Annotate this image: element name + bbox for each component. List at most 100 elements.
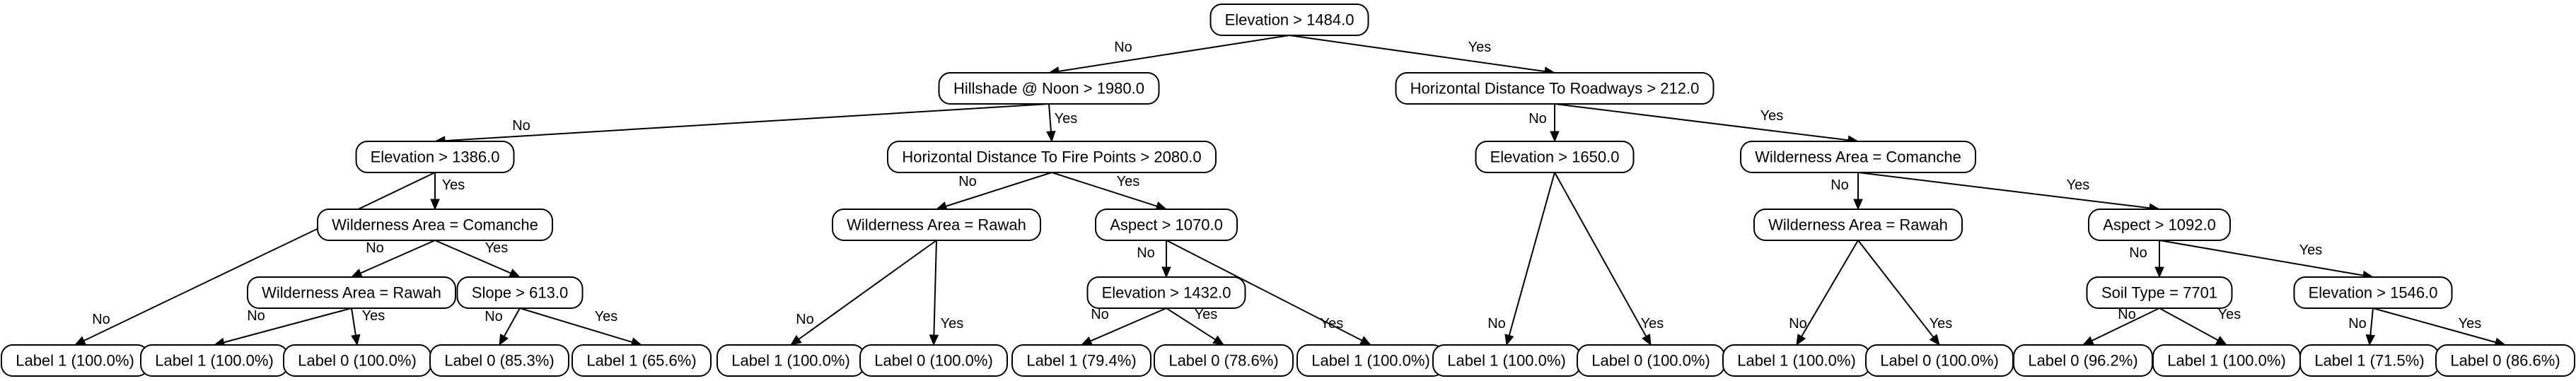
node-label: Elevation > 1432.0 (1102, 284, 1231, 302)
edge-yes: Yes (1554, 172, 1664, 346)
node-label: Label 0 (100.0%) (1880, 352, 1999, 370)
decision-node: Elevation > 1432.0 (1086, 276, 1246, 309)
leaf-node: Label 1 (79.4%) (1011, 344, 1151, 377)
edge-label: Yes (1117, 174, 1140, 189)
edge-label: Yes (1760, 108, 1784, 124)
edge-label: No (958, 174, 977, 189)
arrowhead (430, 199, 440, 211)
node-label: Label 1 (100.0%) (2167, 352, 2286, 370)
edge-label: Yes (485, 240, 509, 256)
decision-node: Wilderness Area = Comanche (317, 209, 553, 241)
node-box (938, 72, 1160, 105)
node-box (572, 344, 712, 377)
decision-node: Elevation > 1484.0 (1209, 4, 1369, 36)
arrowhead (1853, 199, 1863, 211)
node-label: Wilderness Area = Rawah (1768, 216, 1948, 234)
edge-yes: Yes (1857, 240, 1953, 346)
edge-label: No (1789, 316, 1807, 332)
edge-yes: Yes (1166, 307, 1225, 346)
edge-line (2372, 307, 2496, 344)
node-box (1086, 276, 1246, 309)
node-box (1753, 209, 1963, 241)
node-label: Label 1 (100.0%) (1737, 352, 1856, 370)
edge-line (946, 172, 1052, 207)
node-box (317, 209, 553, 241)
arrowhead (351, 334, 361, 346)
edge-line (1289, 35, 1545, 73)
arrowhead (2215, 336, 2228, 346)
decision-node: Hillshade @ Noon > 1980.0 (938, 72, 1160, 105)
edge-yes: Yes (1857, 172, 2161, 213)
edge-label: Yes (1930, 316, 1953, 332)
leaf-node: Label 1 (100.0%) (2152, 344, 2301, 377)
edge-line (1554, 172, 1647, 337)
arrowhead (1212, 335, 1225, 346)
arrowhead (1504, 334, 1514, 346)
edge-line (519, 307, 632, 343)
edge-line (351, 307, 356, 336)
node-label: Label 0 (78.6%) (1168, 352, 1278, 370)
edge-label: Yes (595, 309, 618, 324)
node-box (1154, 344, 1294, 377)
node-box (355, 141, 515, 173)
leaf-node: Label 1 (100.0%) (140, 344, 289, 377)
edge-label: No (1091, 307, 1109, 322)
edge-line (2159, 240, 2364, 276)
decision-node: Wilderness Area = Rawah (1753, 209, 1963, 241)
edge-no: No (1487, 172, 1555, 346)
edge-label: Yes (362, 308, 385, 324)
node-box (2293, 276, 2453, 309)
decision-node: Aspect > 1092.0 (2088, 209, 2231, 241)
edge-line (1048, 103, 1052, 132)
arrowhead (509, 269, 521, 278)
leaf-node: Label 0 (96.2%) (2013, 344, 2153, 377)
edge-label: No (1137, 245, 1155, 261)
edge-label: Yes (1321, 316, 1344, 332)
edge-line (2159, 307, 2219, 341)
edge-no: No (1080, 307, 1167, 346)
node-label: Hillshade @ Noon > 1980.0 (953, 80, 1144, 98)
edge-yes: Yes (2159, 307, 2241, 346)
node-label: Label 0 (96.2%) (2028, 352, 2137, 370)
arrowhead (2082, 336, 2094, 346)
edge-yes: Yes (1051, 172, 1168, 211)
edge-line (2091, 307, 2160, 341)
edge-yes: Yes (519, 307, 643, 347)
edge-no: No (1528, 104, 1560, 143)
arrowhead (350, 268, 363, 278)
edge-no: No (213, 307, 352, 347)
leaf-node: Label 1 (100.0%) (716, 344, 865, 377)
leaf-node: Label 0 (86.6%) (2435, 344, 2575, 377)
edge-label: Yes (2459, 316, 2482, 332)
edge-label: Yes (1195, 307, 1218, 322)
node-label: Label 1 (65.6%) (586, 352, 696, 370)
edge-line (1857, 240, 1934, 338)
node-label: Label 0 (85.3%) (444, 352, 554, 370)
edge-line (1801, 240, 1859, 337)
edge-label: No (796, 312, 814, 327)
node-box (2086, 276, 2233, 309)
edge-yes: Yes (351, 307, 385, 346)
edge-label: No (92, 312, 110, 327)
edge-label: No (2118, 307, 2136, 322)
node-label: Wilderness Area = Comanche (1755, 148, 1961, 166)
edge-label: No (247, 308, 265, 324)
node-box (1475, 141, 1635, 173)
edge-line (1058, 35, 1290, 72)
leaf-node: Label 1 (100.0%) (1, 344, 149, 377)
leaf-node: Label 0 (100.0%) (283, 344, 431, 377)
leaf-node: Label 1 (71.5%) (2299, 344, 2439, 377)
edge-label: No (366, 240, 384, 256)
edge-line (1857, 172, 2150, 209)
decision-node: Aspect > 1070.0 (1095, 209, 1238, 241)
decision-node: Elevation > 1546.0 (2293, 276, 2453, 309)
leaf-node: Label 0 (100.0%) (859, 344, 1008, 377)
edge-line (1090, 307, 1167, 342)
edge-line (224, 307, 352, 344)
edge-line (83, 172, 436, 341)
edge-no: No (2082, 307, 2160, 346)
arrowhead (789, 335, 802, 346)
arrowhead (499, 334, 509, 346)
edge-no: No (485, 307, 521, 346)
